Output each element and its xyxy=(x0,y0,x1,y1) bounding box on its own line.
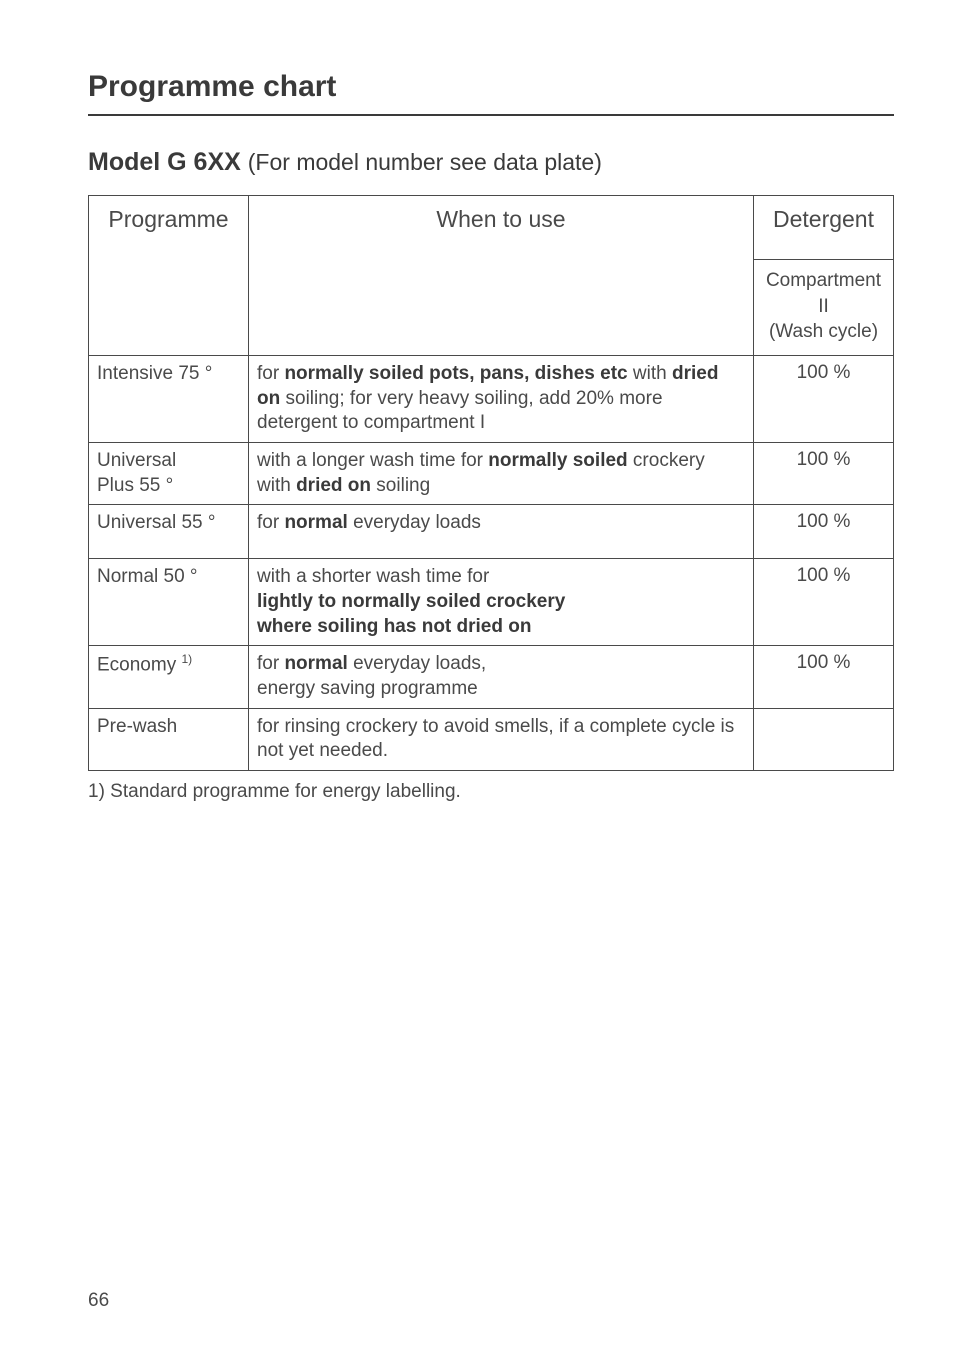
detergent-cell xyxy=(754,708,894,770)
page-number: 66 xyxy=(88,1290,894,1312)
footnote: 1) Standard programme for energy labelli… xyxy=(88,781,894,803)
programme-table: Programme When to use Detergent Compartm… xyxy=(88,195,894,771)
page-title: Programme chart xyxy=(88,70,894,116)
subheader-blank-when xyxy=(249,260,754,356)
table-row: Normal 50 °with a shorter wash time forl… xyxy=(89,559,894,646)
when-to-use-cell: for rinsing crockery to avoid smells, if… xyxy=(249,708,754,770)
detergent-sub-line1: Compartment xyxy=(766,270,881,291)
table-subheader-row: Compartment II (Wash cycle) xyxy=(89,260,894,356)
when-to-use-cell: for normal everyday loads,energy saving … xyxy=(249,646,754,708)
subheader-blank-programme xyxy=(89,260,249,356)
table-header-row: Programme When to use Detergent xyxy=(89,196,894,260)
detergent-cell: 100 % xyxy=(754,505,894,559)
header-detergent: Detergent xyxy=(754,196,894,260)
when-to-use-cell: for normally soiled pots, pans, dishes e… xyxy=(249,356,754,443)
when-to-use-cell: with a longer wash time for normally soi… xyxy=(249,443,754,505)
table-row: Universal 55 °for normal everyday loads1… xyxy=(89,505,894,559)
header-programme: Programme xyxy=(89,196,249,260)
detergent-sub-line2: II xyxy=(818,296,829,317)
programme-cell: UniversalPlus 55 ° xyxy=(89,443,249,505)
table-row: Economy 1)for normal everyday loads,ener… xyxy=(89,646,894,708)
table-row: Pre-washfor rinsing crockery to avoid sm… xyxy=(89,708,894,770)
model-note: (For model number see data plate) xyxy=(248,149,602,175)
model-label: Model G 6XX xyxy=(88,148,241,176)
table-row: UniversalPlus 55 °with a longer wash tim… xyxy=(89,443,894,505)
when-to-use-cell: for normal everyday loads xyxy=(249,505,754,559)
programme-cell: Universal 55 ° xyxy=(89,505,249,559)
when-to-use-cell: with a shorter wash time forlightly to n… xyxy=(249,559,754,646)
model-heading: Model G 6XX (For model number see data p… xyxy=(88,148,894,177)
detergent-cell: 100 % xyxy=(754,443,894,505)
programme-cell: Normal 50 ° xyxy=(89,559,249,646)
programme-cell: Economy 1) xyxy=(89,646,249,708)
subheader-detergent: Compartment II (Wash cycle) xyxy=(754,260,894,356)
detergent-cell: 100 % xyxy=(754,559,894,646)
programme-cell: Intensive 75 ° xyxy=(89,356,249,443)
table-row: Intensive 75 °for normally soiled pots, … xyxy=(89,356,894,443)
detergent-cell: 100 % xyxy=(754,646,894,708)
detergent-cell: 100 % xyxy=(754,356,894,443)
programme-cell: Pre-wash xyxy=(89,708,249,770)
header-when-to-use: When to use xyxy=(249,196,754,260)
detergent-sub-line3: (Wash cycle) xyxy=(769,321,878,342)
